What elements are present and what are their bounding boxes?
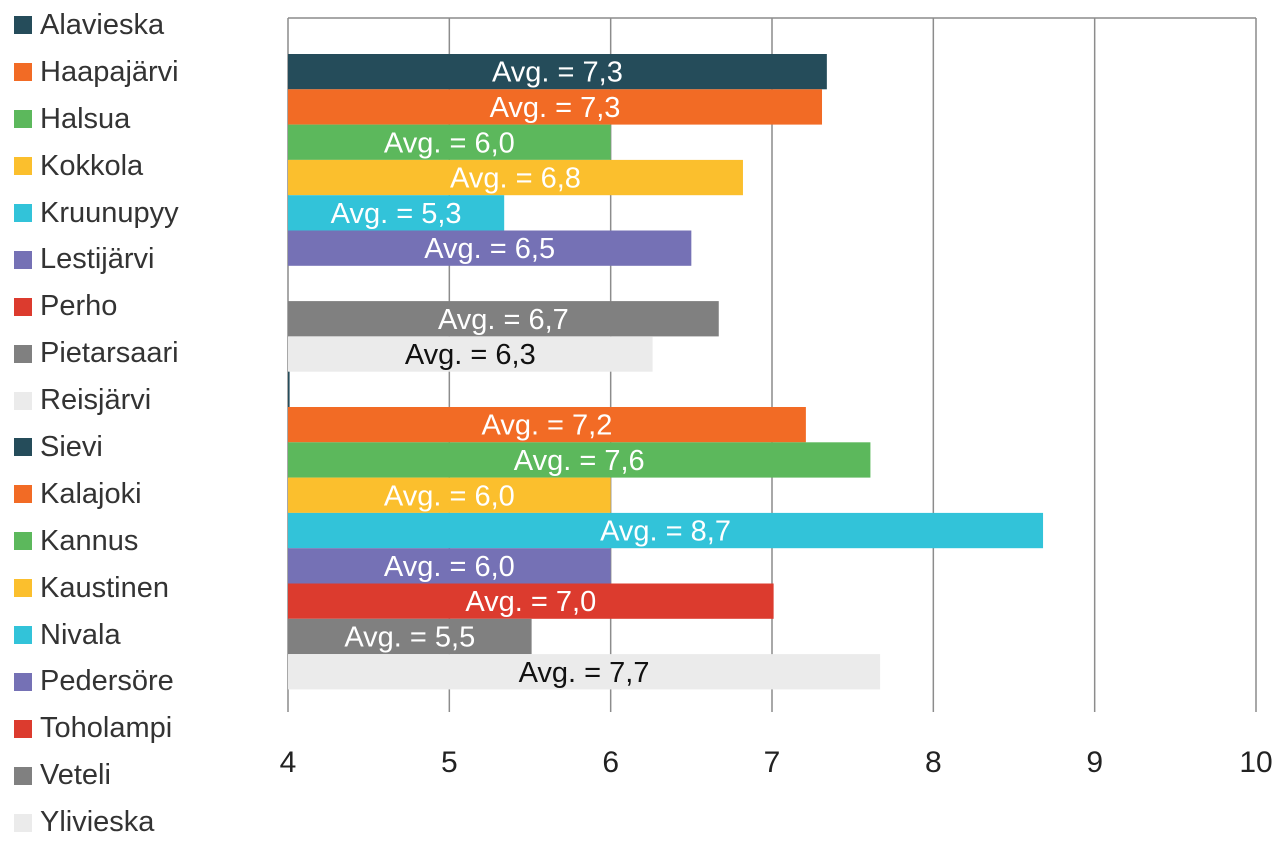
bar	[288, 548, 611, 584]
x-tick-label: 9	[1086, 746, 1103, 779]
bar	[288, 618, 532, 655]
legend-label: Kaustinen	[40, 571, 169, 604]
legend-label: Pietarsaari	[40, 337, 179, 370]
legend-item: Haapajärvi	[14, 49, 244, 96]
bar	[288, 159, 743, 196]
legend-item: Kalajoki	[14, 471, 244, 518]
legend-item: Kokkola	[14, 143, 244, 190]
legend-item: Veteli	[14, 752, 244, 799]
bar-data-label: Avg. = 7,2	[482, 410, 613, 442]
legend-label: Kannus	[40, 524, 139, 557]
bar-data-label: Avg. = 7,7	[519, 657, 650, 689]
legend-swatch	[14, 485, 32, 504]
legend-swatch	[14, 250, 32, 269]
bar	[288, 654, 881, 690]
bar	[288, 336, 653, 372]
bar	[288, 89, 823, 125]
legend-item: Reisjärvi	[14, 377, 244, 424]
bar	[288, 124, 611, 160]
legend-swatch	[14, 672, 32, 691]
bar	[288, 512, 1044, 549]
legend-item: Perho	[14, 283, 244, 330]
bar	[288, 442, 871, 478]
x-tick-label: 7	[764, 746, 781, 779]
bar	[288, 195, 505, 231]
x-tick-label: 4	[280, 746, 297, 779]
bar	[288, 477, 611, 513]
legend-swatch	[14, 391, 32, 410]
bar-data-label: Avg. = 5,5	[344, 621, 475, 653]
bar	[288, 301, 719, 337]
legend: Alavieska Haapajärvi Halsua Kokkola Kruunupy…	[14, 2, 244, 846]
legend-label: Pedersöre	[40, 665, 174, 698]
x-tick-label: 8	[925, 746, 942, 779]
legend-swatch	[14, 766, 32, 785]
legend-item: Pietarsaari	[14, 330, 244, 377]
legend-label: Veteli	[40, 759, 111, 792]
legend-swatch	[14, 110, 32, 129]
legend-label: Ylivieska	[40, 806, 155, 839]
legend-item: Kruunupyy	[14, 190, 244, 237]
bar-data-label: Avg. = 6,7	[438, 304, 569, 336]
legend-swatch	[14, 626, 32, 645]
bar-data-label: Avg. = 6,0	[384, 127, 515, 159]
legend-swatch	[14, 157, 32, 176]
legend-swatch	[14, 532, 32, 551]
legend-item: Kaustinen	[14, 565, 244, 612]
x-tick-label: 6	[602, 746, 619, 779]
bar-data-label: Avg. = 5,3	[331, 198, 462, 230]
legend-label: Alavieska	[40, 8, 165, 41]
legend-item: Pedersöre	[14, 658, 244, 705]
legend-label: Nivala	[40, 618, 121, 651]
legend-label: Reisjärvi	[40, 384, 152, 417]
legend-swatch	[14, 579, 32, 598]
bar-data-label: Avg. = 6,8	[450, 163, 581, 195]
legend-label: Halsua	[40, 102, 131, 135]
bar-data-label: Avg. = 7,3	[492, 57, 623, 89]
legend-label: Haapajärvi	[40, 55, 179, 88]
legend-swatch	[14, 63, 32, 82]
bar-data-label: Avg. = 6,0	[384, 480, 515, 512]
legend-item: Toholampi	[14, 705, 244, 752]
legend-item: Halsua	[14, 96, 244, 143]
legend-item: Ylivieska	[14, 799, 244, 846]
bar-data-label: Avg. = 7,3	[490, 92, 621, 124]
legend-label: Toholampi	[40, 712, 173, 745]
legend-label: Kokkola	[40, 149, 144, 182]
bar-data-label: Avg. = 6,0	[384, 551, 515, 583]
bar-data-label: Avg. = 8,7	[600, 516, 731, 548]
bar-data-label: Avg. = 7,6	[514, 445, 645, 477]
bar-data-label: Avg. = 7,0	[465, 586, 596, 618]
legend-item: Lestijärvi	[14, 236, 244, 283]
legend-label: Kruunupyy	[40, 196, 179, 229]
x-tick-label: 5	[441, 746, 458, 779]
legend-item: Nivala	[14, 612, 244, 659]
legend-swatch	[14, 204, 32, 222]
legend-swatch	[14, 297, 32, 316]
bar	[288, 54, 827, 90]
legend-swatch	[14, 16, 32, 35]
bar	[288, 407, 806, 443]
bar	[288, 583, 774, 619]
bar	[288, 230, 692, 266]
legend-label: Sievi	[40, 430, 103, 463]
x-tick-label: 10	[1239, 746, 1272, 779]
bar-data-label: Avg. = 6,3	[405, 339, 536, 371]
bar	[288, 371, 290, 407]
legend-swatch	[14, 438, 32, 457]
legend-label: Lestijärvi	[40, 243, 155, 276]
legend-item: Sievi	[14, 424, 244, 471]
legend-swatch	[14, 344, 32, 363]
bar-data-label: Avg. = 6,5	[424, 233, 555, 265]
legend-item: Kannus	[14, 518, 244, 565]
legend-label: Kalajoki	[40, 477, 142, 510]
legend-item: Alavieska	[14, 2, 244, 49]
legend-label: Perho	[40, 290, 118, 323]
legend-swatch	[14, 719, 32, 738]
legend-swatch	[14, 813, 32, 832]
